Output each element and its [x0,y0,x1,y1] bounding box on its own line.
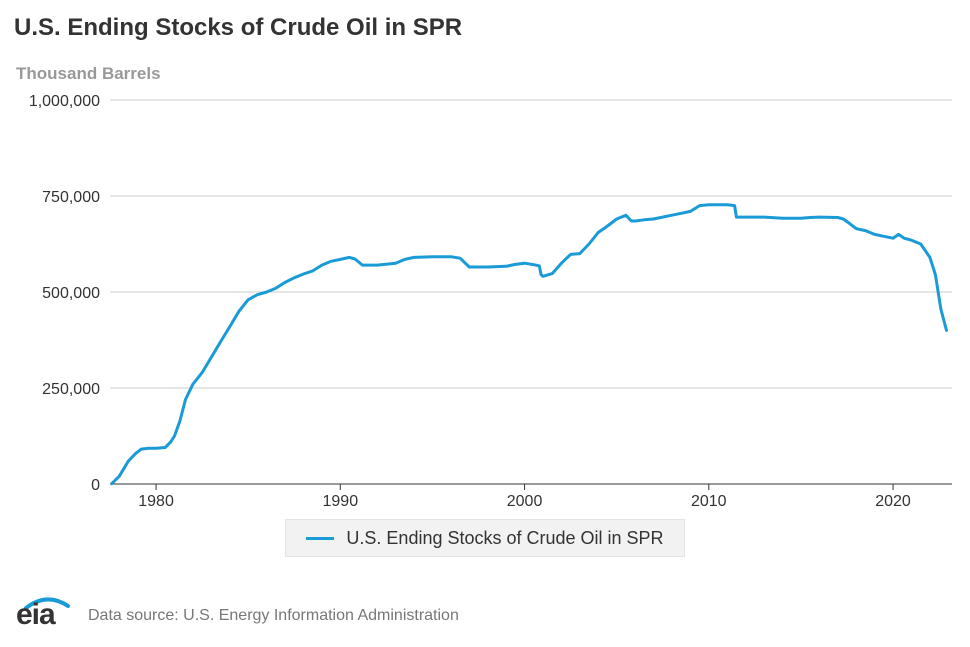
y-tick-label: 250,000 [42,381,100,398]
footer: eia Data source: U.S. Energy Information… [16,596,459,636]
y-tick-label: 500,000 [42,285,100,302]
unit-label: Thousand Barrels [16,64,161,83]
legend[interactable]: U.S. Ending Stocks of Crude Oil in SPR [285,519,685,557]
eia-logo[interactable]: eia [16,596,76,636]
y-tick-label: 1,000,000 [29,93,100,110]
y-tick-label: 0 [91,477,100,494]
x-tick-label: 1990 [323,493,359,510]
y-tick-label: 750,000 [42,189,100,206]
series-lines [110,203,948,486]
logo-arc-icon [24,597,70,610]
legend-swatch [306,536,335,540]
x-tick-label: 2010 [691,493,727,510]
legend-label[interactable]: U.S. Ending Stocks of Crude Oil in SPR [346,527,664,548]
x-tick-label: 2000 [507,493,543,510]
x-tick-label: 2020 [875,493,911,510]
gridlines [110,99,952,389]
series-line[interactable] [110,203,948,486]
source-note: Data source: U.S. Energy Information Adm… [88,607,459,624]
x-tick-label: 1980 [138,493,174,510]
axes: 0 250,000 500,000 750,000 1,000,000 1980 1990 2… [29,93,952,510]
chart-title: U.S. Ending Stocks of Crude Oil in SPR [14,14,463,41]
logo-text: eia [16,598,56,631]
